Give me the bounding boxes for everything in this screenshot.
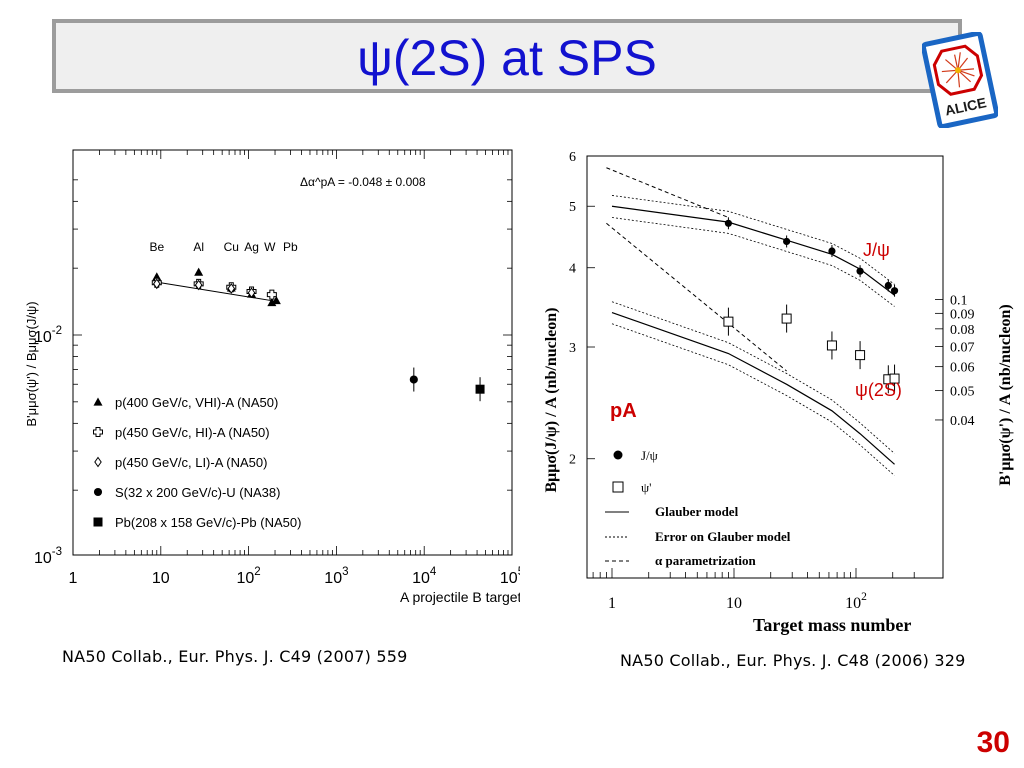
page-number: 30 — [976, 726, 1010, 759]
legend-label: ψ' — [641, 480, 651, 495]
legend-label: J/ψ — [641, 448, 658, 463]
alpha-parametrization — [606, 222, 787, 372]
legend-label: Pb(208 x 158 GeV/c)-Pb (NA50) — [115, 515, 301, 530]
right-left-y-tick-label: 6 — [569, 150, 576, 165]
data-point — [781, 313, 792, 324]
left-x-tick-label: 105 — [500, 566, 520, 587]
data-point — [826, 340, 837, 351]
left-figure: p(400 GeV/c, VHI)-A (NA50) p(450 GeV/c, H… — [24, 149, 520, 605]
left-x-tick-label: 102 — [236, 566, 260, 587]
data-point — [409, 375, 418, 384]
psi2s-label: ψ(2S) — [855, 380, 902, 400]
target-label: Ag — [244, 240, 259, 254]
right-right-y-tick-label: 0.06 — [950, 361, 975, 376]
data-point — [475, 384, 485, 394]
legend-marker — [93, 517, 103, 527]
left-x-axis-label: A projectile B target — [400, 589, 520, 605]
legend-marker — [93, 397, 103, 406]
data-point — [194, 279, 203, 291]
right-figure: J/ψ ψ' Glauber model Error on Glauber model… — [543, 150, 1014, 635]
data-point — [889, 373, 900, 384]
legend-label: Glauber model — [655, 504, 739, 519]
data-point — [247, 287, 256, 299]
data-point — [884, 281, 892, 290]
data-point — [723, 316, 734, 327]
slide-title: ψ(2S) at SPS — [357, 30, 657, 86]
alpha-parametrization — [606, 167, 729, 218]
data-point — [855, 350, 866, 361]
data-point — [271, 296, 281, 305]
left-caption: NA50 Collab., Eur. Phys. J. C49 (2007) 5… — [62, 647, 408, 666]
target-label: W — [264, 240, 276, 254]
right-left-y-tick-label: 2 — [569, 453, 576, 468]
right-x-axis-label: Target mass number — [753, 615, 911, 635]
data-point — [724, 219, 733, 227]
data-point — [783, 237, 791, 246]
left-y-tick-label: 10-2 — [34, 325, 62, 346]
legend-marker — [613, 450, 623, 460]
jpsi-label: J/ψ — [863, 240, 890, 260]
data-point — [194, 267, 204, 276]
legend-label: Error on Glauber model — [655, 529, 791, 544]
right-right-y-tick-label: 0.05 — [950, 385, 975, 400]
right-right-y-tick-label: 0.09 — [950, 307, 975, 322]
left-x-tick-label: 103 — [324, 566, 348, 587]
legend-label: p(400 GeV/c, VHI)-A (NA50) — [115, 395, 278, 410]
target-label: Be — [149, 240, 164, 254]
pa-label: pA — [610, 400, 637, 422]
target-label: Pb — [283, 240, 298, 254]
target-label: Cu — [224, 240, 239, 254]
data-point — [267, 298, 277, 307]
data-point — [856, 267, 864, 275]
legend-label: S(32 x 200 GeV/c)-U (NA38) — [115, 485, 280, 500]
glauber-error-band — [611, 301, 895, 454]
right-right-axis-label: B'μμσ(ψ') / A (nb/nucleon) — [997, 304, 1014, 485]
right-right-y-tick-label: 0.1 — [950, 294, 968, 309]
legend-label: α parametrization — [655, 553, 757, 568]
right-caption: NA50 Collab., Eur. Phys. J. C48 (2006) 3… — [620, 651, 966, 670]
glauber-curve — [611, 205, 895, 296]
left-x-tick-label: 104 — [412, 566, 437, 587]
right-x-tick-label: 10 — [726, 595, 742, 612]
data-point — [153, 278, 161, 290]
right-left-axis-label: Bμμσ(J/ψ) / A (nb/nucleon) — [543, 308, 560, 493]
left-y-tick-label: 10-3 — [34, 546, 62, 567]
legend-marker — [94, 456, 102, 468]
right-x-tick-label: 102 — [845, 591, 867, 612]
left-y-axis-label: B'μμσ(ψ') / Bμμσ(J/ψ) — [24, 301, 39, 426]
right-right-y-tick-label: 0.08 — [950, 323, 975, 338]
right-right-y-tick-label: 0.07 — [950, 340, 975, 355]
left-x-tick-label: 10 — [152, 570, 170, 587]
fit-line — [156, 281, 276, 302]
title-bar: ψ(2S) at SPS — [52, 19, 962, 93]
legend-marker — [612, 481, 624, 493]
alice-logo: ALICE — [922, 32, 998, 128]
legend-marker — [93, 487, 103, 497]
right-right-y-tick-label: 0.04 — [950, 414, 975, 429]
right-left-y-tick-label: 5 — [569, 200, 576, 215]
left-x-tick-label: 1 — [69, 570, 78, 587]
data-point — [828, 247, 836, 255]
data-point — [266, 289, 277, 300]
right-left-y-tick-label: 3 — [569, 341, 576, 356]
glauber-curve — [611, 311, 895, 465]
target-label: Al — [193, 240, 204, 254]
right-x-tick-label: 1 — [608, 595, 616, 612]
alpha-annotation: Δα^pA = -0.048 ± 0.008 — [300, 175, 426, 189]
left-plot-frame — [72, 149, 513, 556]
data-point — [227, 283, 236, 294]
legend-marker — [93, 427, 103, 437]
glauber-error-band — [611, 323, 895, 476]
legend-label: p(450 GeV/c, HI)-A (NA50) — [115, 425, 270, 440]
legend-label: p(450 GeV/c, LI)-A (NA50) — [115, 455, 267, 470]
data-point — [890, 287, 899, 295]
right-plot-frame — [586, 155, 944, 579]
right-left-y-tick-label: 4 — [569, 262, 576, 277]
glauber-error-band — [611, 217, 895, 307]
glauber-error-band — [611, 195, 895, 285]
